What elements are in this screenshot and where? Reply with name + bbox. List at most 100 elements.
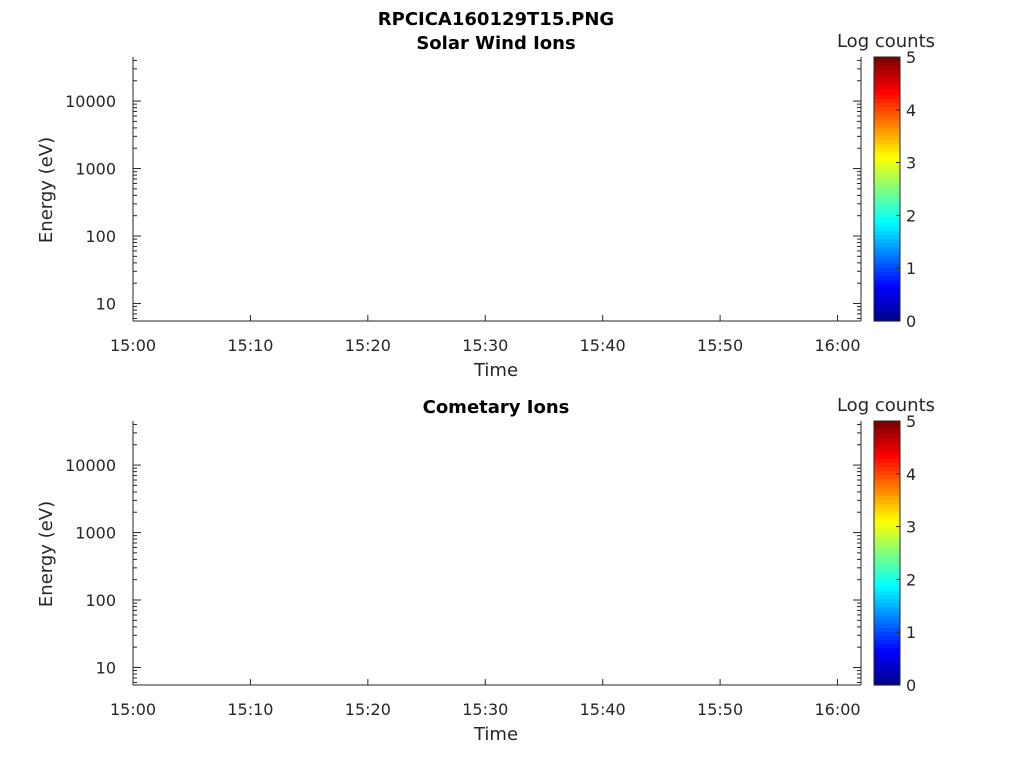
colorbar-label: Log counts [837, 31, 935, 52]
colorbar-swatch [874, 90, 900, 95]
colorbar-swatch [874, 172, 900, 178]
x-tick-label: 15:30 [462, 700, 508, 719]
colorbar-swatch [874, 441, 900, 447]
colorbar-swatch [874, 553, 900, 558]
colorbar-tick-label: 4 [906, 465, 916, 484]
colorbar-swatch [874, 61, 900, 66]
colorbar-swatch [874, 69, 900, 75]
colorbar-swatch [874, 267, 900, 273]
colorbar-swatch [874, 470, 900, 476]
colorbar-swatch [874, 94, 900, 99]
x-axis-label: Time [473, 360, 518, 381]
colorbar-swatch [874, 454, 900, 459]
colorbar-swatch [874, 222, 900, 227]
colorbar-swatch [874, 296, 900, 301]
colorbar-swatch [874, 466, 900, 472]
colorbar-swatch [874, 660, 900, 665]
x-axis-label: Time [473, 724, 518, 745]
colorbar-swatch [874, 598, 900, 604]
colorbar-swatch [874, 209, 900, 215]
colorbar-swatch [874, 263, 900, 268]
y-axis-label: Energy (eV) [36, 501, 57, 607]
panel-title: Cometary Ions [423, 397, 570, 418]
colorbar-swatch [874, 197, 900, 202]
colorbar-swatch [874, 300, 900, 306]
colorbar-swatch [874, 304, 900, 310]
colorbar-swatch [874, 283, 900, 289]
x-tick-label: 15:30 [462, 336, 508, 355]
colorbar-swatch [874, 680, 900, 686]
colorbar-swatch [874, 123, 900, 128]
colorbar-label: Log counts [837, 395, 935, 416]
colorbar-swatch [874, 201, 900, 207]
colorbar-swatch [874, 118, 900, 124]
colorbar-swatch [874, 482, 900, 488]
colorbar-tick-label: 1 [906, 259, 916, 278]
colorbar-swatch [874, 623, 900, 628]
cometary-ions-panel: Cometary Ions Log counts Time Energy (eV… [36, 395, 935, 745]
colorbar-swatch [874, 242, 900, 248]
colorbar-swatch [874, 610, 900, 616]
colorbar-swatch [874, 102, 900, 108]
colorbar-swatch [874, 664, 900, 670]
colorbar-swatch [874, 250, 900, 256]
plot-area [133, 57, 861, 321]
colorbar-swatch [874, 143, 900, 149]
colorbar-swatch [874, 606, 900, 612]
x-tick-label: 15:00 [110, 700, 156, 719]
colorbar-swatch [874, 474, 900, 480]
colorbar-swatch [874, 619, 900, 624]
colorbar-swatch [874, 425, 900, 430]
figure-title: RPCICA160129T15.PNG [378, 9, 614, 30]
colorbar-swatch [874, 577, 900, 583]
colorbar-swatch [874, 98, 900, 103]
colorbar-swatch [874, 647, 900, 653]
colorbar-swatch [874, 429, 900, 434]
y-tick-label: 1000 [75, 160, 116, 179]
colorbar-swatch [874, 217, 900, 223]
colorbar-swatch [874, 81, 900, 87]
y-tick-label: 100 [85, 591, 116, 610]
colorbar-swatch [874, 316, 900, 322]
colorbar-swatch [874, 532, 900, 538]
y-tick-label: 10 [96, 294, 116, 313]
colorbar-swatch [874, 127, 900, 132]
colorbar-swatch [874, 189, 900, 194]
colorbar-swatch [874, 561, 900, 566]
colorbar-swatch [874, 114, 900, 120]
colorbar-swatch [874, 437, 900, 443]
colorbar-swatch [874, 275, 900, 281]
colorbar-swatch [874, 631, 900, 637]
colorbar-swatch [874, 308, 900, 314]
colorbar-tick-label: 2 [906, 570, 916, 589]
colorbar-swatch [874, 495, 900, 500]
colorbar-swatch [874, 421, 900, 426]
colorbar-swatch [874, 573, 900, 579]
colorbar-swatch [874, 139, 900, 145]
colorbar-swatch [874, 213, 900, 219]
colorbar-swatch [874, 557, 900, 562]
plot-area [133, 421, 861, 685]
colorbar-swatch [874, 507, 900, 513]
colorbar-swatch [874, 627, 900, 632]
x-tick-label: 15:50 [697, 336, 743, 355]
y-tick-label: 1000 [75, 524, 116, 543]
colorbar-swatch [874, 536, 900, 542]
colorbar-swatch [874, 487, 900, 492]
colorbar-tick-label: 5 [906, 412, 916, 431]
colorbar-swatch [874, 652, 900, 657]
colorbar-swatch [874, 193, 900, 198]
colorbar-swatch [874, 433, 900, 439]
colorbar-swatch [874, 106, 900, 112]
y-tick-label: 10000 [65, 456, 116, 475]
colorbar-swatch [874, 462, 900, 467]
colorbar-swatch [874, 478, 900, 484]
x-tick-label: 15:50 [697, 700, 743, 719]
colorbar-swatch [874, 499, 900, 505]
colorbar-swatch [874, 131, 900, 136]
colorbar-swatch [874, 590, 900, 595]
colorbar-swatch [874, 635, 900, 641]
x-tick-label: 15:40 [580, 336, 626, 355]
colorbar-swatch [874, 643, 900, 649]
